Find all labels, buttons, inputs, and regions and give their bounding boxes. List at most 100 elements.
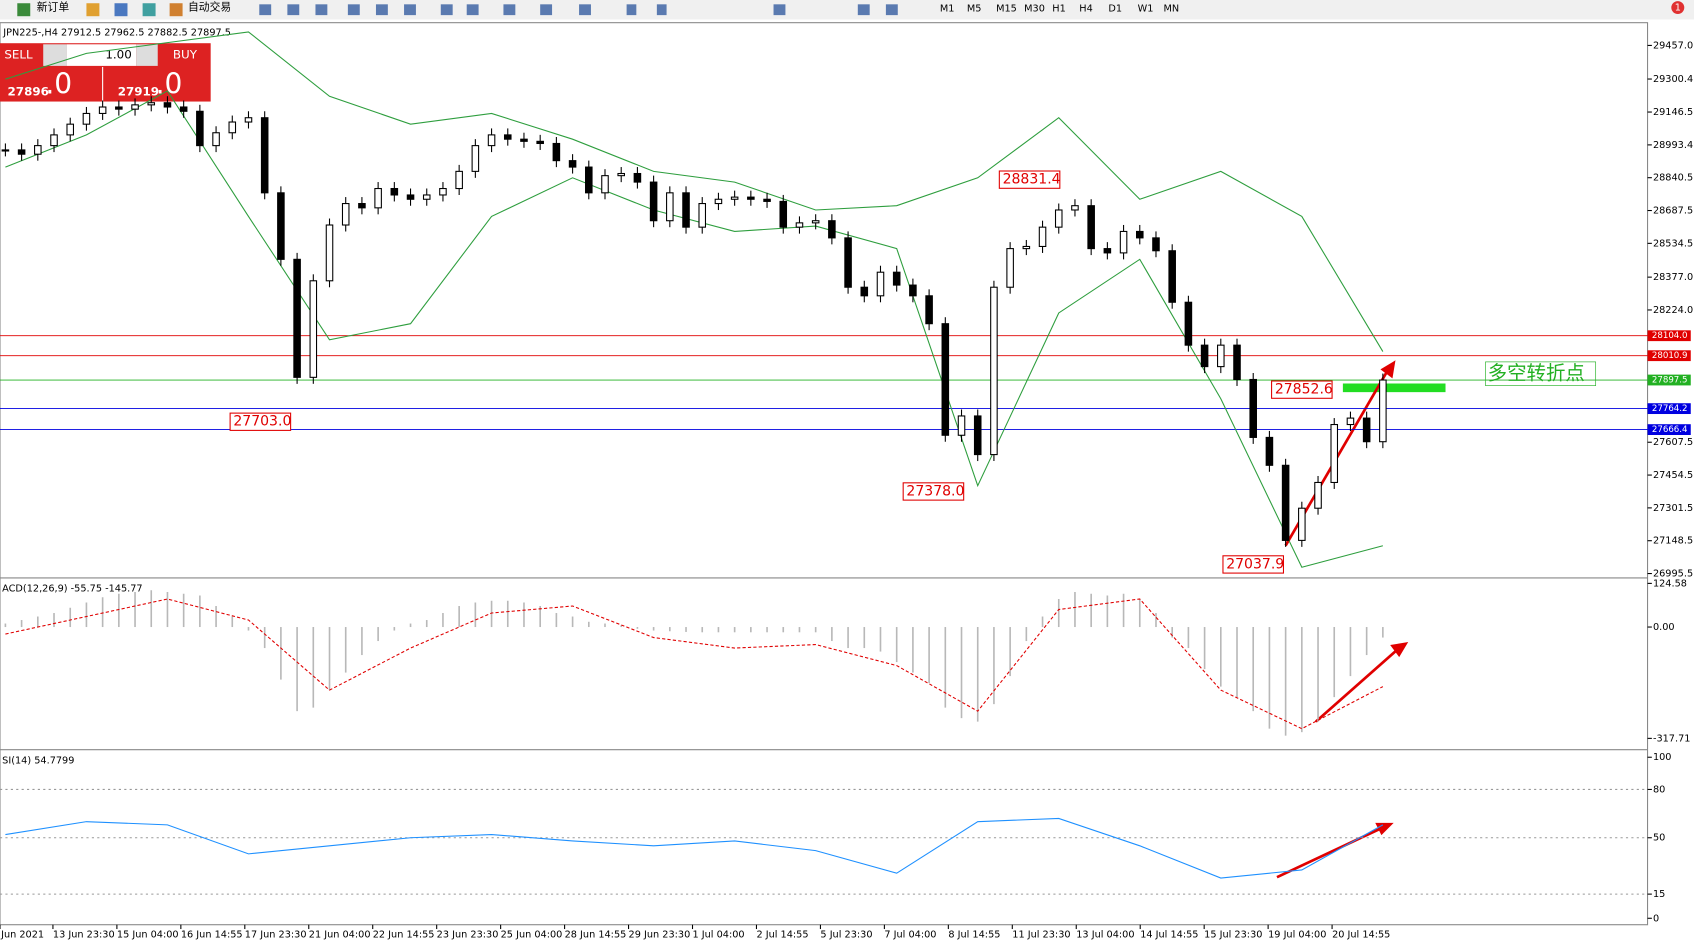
y-tick-label: 0.00 <box>1653 622 1675 633</box>
price-annotation: 27378.0 <box>906 483 964 499</box>
y-tick-label: 29457.0 <box>1653 40 1693 51</box>
note-frame <box>1485 361 1597 386</box>
sell-fraction[interactable]: .0 <box>45 67 72 100</box>
price-tag-label: 28104.0 <box>1652 331 1688 341</box>
x-tick-label: 11 Jul 23:30 <box>1012 929 1070 940</box>
badge-count: 1 <box>1675 3 1681 14</box>
x-tick-label: 1 Jul 04:00 <box>693 929 745 940</box>
sell-button[interactable]: SELL <box>4 48 33 62</box>
icon[interactable] <box>656 4 667 16</box>
icon[interactable] <box>540 4 553 16</box>
candle <box>17 149 26 155</box>
price-tag-label: 28010.9 <box>1652 351 1688 361</box>
x-tick-label: 14 Jul 14:55 <box>1140 929 1198 940</box>
y-tick-label: 27607.5 <box>1653 437 1693 448</box>
icon[interactable] <box>287 4 300 16</box>
y-tick-label: 28224.0 <box>1653 305 1693 316</box>
price-tag <box>1647 424 1691 436</box>
icon[interactable] <box>773 4 786 16</box>
y-tick-label: 28534.5 <box>1653 238 1693 249</box>
sell-price[interactable]: 27896 <box>8 84 49 98</box>
x-tick-label: 13 Jun 23:30 <box>53 929 115 940</box>
rsi-line <box>5 817 1384 879</box>
candle <box>1 149 10 152</box>
candle <box>909 284 917 297</box>
price-tag-label: 27897.5 <box>1652 376 1688 386</box>
timeframe-button[interactable]: D1 <box>1108 4 1122 15</box>
lower-band <box>5 90 1383 568</box>
timeframe-button[interactable]: M15 <box>996 4 1017 15</box>
y-tick-label: 28840.5 <box>1653 173 1693 184</box>
x-tick-label: 19 Jul 04:00 <box>1268 929 1326 940</box>
candle <box>617 172 625 177</box>
candle <box>795 222 804 228</box>
icon[interactable] <box>347 4 360 16</box>
candle <box>131 104 139 110</box>
x-tick-label: 21 Jun 04:00 <box>309 929 371 940</box>
increase[interactable] <box>136 44 158 66</box>
timeframe-button[interactable]: H1 <box>1052 4 1066 15</box>
icon[interactable] <box>466 4 479 16</box>
icon[interactable] <box>86 3 100 17</box>
chart-area <box>0 22 1649 926</box>
buy-button[interactable]: BUY <box>173 48 198 62</box>
timeframe-button[interactable]: MN <box>1164 4 1180 15</box>
candle <box>293 258 301 378</box>
candle <box>1362 417 1371 443</box>
y-tick-label: 124.58 <box>1653 578 1687 589</box>
icon[interactable] <box>503 4 516 16</box>
decrease[interactable] <box>43 44 67 66</box>
x-tick-label: 8 Jul 14:55 <box>948 929 1000 940</box>
timeframe-button[interactable]: M1 <box>940 4 955 15</box>
x-tick-label: 15 Jul 23:30 <box>1204 929 1262 940</box>
buy-price[interactable]: 27919 <box>118 84 159 98</box>
candle <box>163 102 172 108</box>
candle <box>1022 245 1031 250</box>
icon[interactable] <box>885 4 898 16</box>
candle <box>1314 481 1322 509</box>
icon[interactable] <box>857 4 870 16</box>
candle <box>309 280 318 378</box>
candle <box>568 160 577 168</box>
new-order-icon[interactable] <box>17 3 31 17</box>
icon[interactable] <box>114 3 128 17</box>
price-annotation-box <box>229 412 292 431</box>
highlight-bar <box>1342 383 1446 393</box>
timeframe-button[interactable]: M5 <box>967 4 982 15</box>
rsi-title: SI(14) 54.7799 <box>2 756 74 767</box>
auto-trading-icon[interactable] <box>169 3 183 17</box>
icon[interactable] <box>315 4 328 16</box>
x-tick-label: Jun 2021 <box>0 929 44 940</box>
candle <box>714 198 723 205</box>
y-tick-label: 28993.4 <box>1653 140 1693 151</box>
notification-badge[interactable] <box>1671 1 1685 15</box>
price-annotation-box <box>998 170 1061 189</box>
icon[interactable] <box>579 4 591 16</box>
price-tag <box>1647 350 1691 362</box>
candle <box>82 112 91 125</box>
volume-input[interactable] <box>66 44 137 66</box>
price-annotation: 27852.6 <box>1275 382 1333 398</box>
candle <box>892 271 901 286</box>
icon[interactable] <box>626 4 637 16</box>
candle <box>260 117 269 194</box>
x-tick-label: 13 Jul 04:00 <box>1076 929 1134 940</box>
volume[interactable]: 1.00 <box>105 48 131 62</box>
icon[interactable] <box>404 4 416 16</box>
new-order-button[interactable]: 新订单 <box>37 0 70 14</box>
icon[interactable] <box>440 4 453 16</box>
auto-trading-button[interactable]: 自动交易 <box>188 0 231 14</box>
candle <box>520 138 528 142</box>
timeframe-button[interactable]: M30 <box>1024 4 1045 15</box>
icon[interactable] <box>142 3 156 17</box>
icon[interactable] <box>259 4 272 16</box>
y-tick-label: 27301.5 <box>1653 503 1693 514</box>
timeframe-button[interactable]: H4 <box>1079 4 1093 15</box>
candle <box>973 415 982 456</box>
x-tick-label: 5 Jul 23:30 <box>820 929 872 940</box>
icon[interactable] <box>375 4 388 16</box>
candle <box>1184 301 1193 346</box>
timeframe-button[interactable]: W1 <box>1138 4 1154 15</box>
arrow-head <box>1390 642 1409 658</box>
price-annotation-box <box>902 482 965 501</box>
